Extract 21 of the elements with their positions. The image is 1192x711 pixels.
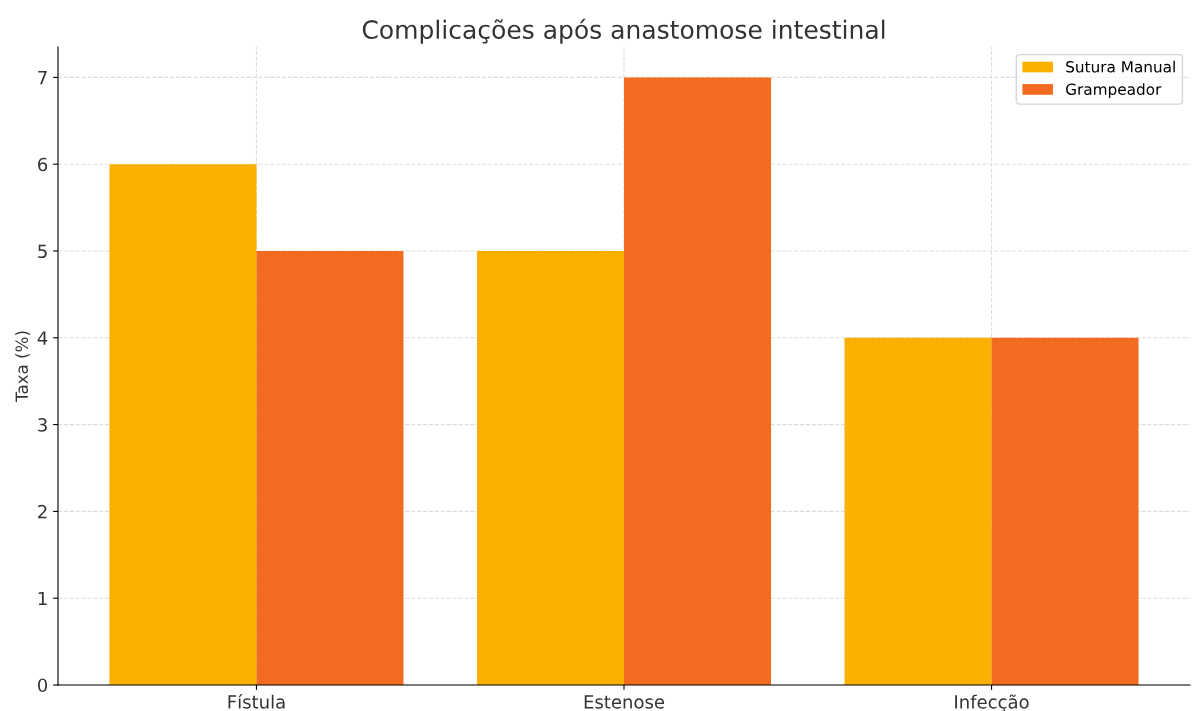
legend-label: Sutura Manual	[1066, 60, 1175, 73]
y-tick-label: 0	[37, 678, 48, 693]
x-tick-label: Estenose	[584, 695, 665, 709]
bar	[476, 250, 624, 685]
bar	[109, 164, 257, 685]
x-tick-label: Fístula	[228, 694, 285, 709]
bar	[844, 337, 992, 685]
x-tick-label: Infecção	[955, 694, 1029, 711]
y-tick-label: 7	[38, 71, 47, 85]
bar	[991, 337, 1139, 685]
bar	[624, 77, 772, 685]
y-tick-label: 1	[38, 591, 47, 606]
y-tick-label: 6	[38, 157, 48, 172]
chart-title: Complicações após anastomose intestinal	[362, 18, 885, 44]
y-tick-label: 3	[38, 418, 47, 432]
y-tick-label: 4	[37, 331, 48, 345]
y-tick-label: 2	[38, 504, 47, 519]
y-tick-label: 5	[38, 244, 47, 259]
y-axis-title: Taxa (%)	[15, 331, 30, 402]
legend-label: Grampeador	[1066, 83, 1162, 98]
bar	[256, 250, 404, 685]
